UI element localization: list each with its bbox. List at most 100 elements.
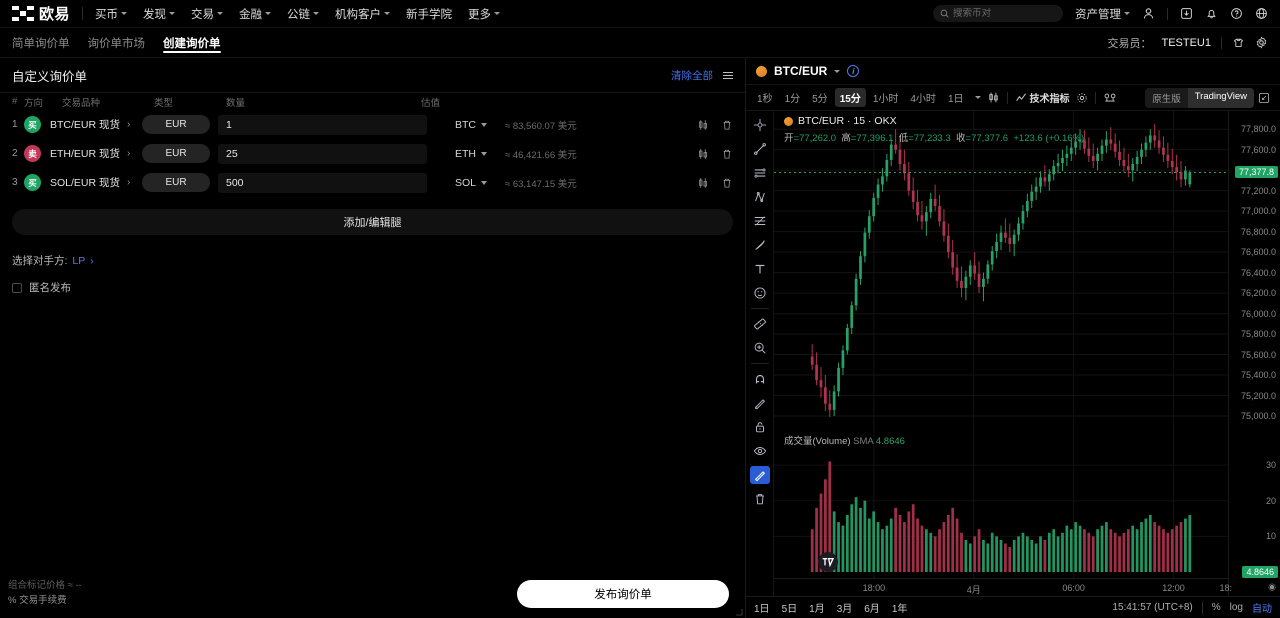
crosshair-icon[interactable] (750, 116, 770, 134)
zoom-in-icon[interactable] (750, 339, 770, 357)
nav-item-public-chain[interactable]: 公链 (287, 6, 320, 22)
unit-selector[interactable]: ETH (427, 148, 487, 160)
indicators-label[interactable]: 技术指标 (1029, 94, 1070, 105)
okx-logo-icon[interactable] (12, 5, 34, 22)
pitchfork-icon[interactable] (750, 188, 770, 206)
chevron-down-icon[interactable] (974, 96, 981, 99)
nav-item-discover[interactable]: 发现 (143, 6, 176, 22)
info-icon[interactable]: i (847, 65, 860, 77)
download-icon[interactable] (1180, 7, 1193, 20)
quantity-input[interactable] (226, 147, 419, 160)
draw-mode-icon[interactable] (749, 466, 770, 484)
tradingview-logo-icon[interactable] (818, 552, 838, 572)
resize-grip-icon[interactable] (735, 608, 743, 616)
view-mode-native[interactable]: 原生版 (1152, 93, 1181, 105)
range-1d[interactable]: 1日 (754, 604, 770, 615)
pen-measure-icon[interactable] (750, 394, 770, 412)
brush-icon[interactable] (750, 236, 770, 254)
candlestick-chart-icon[interactable] (697, 119, 709, 131)
bell-icon[interactable] (1205, 7, 1218, 20)
percent-scale-toggle[interactable]: % (1211, 602, 1221, 613)
crosshair-settings-icon[interactable]: ◉ (1268, 581, 1276, 592)
trendline-icon[interactable] (750, 140, 770, 158)
direction-badge[interactable]: 卖 (24, 145, 41, 162)
unit-selector[interactable]: BTC (427, 119, 487, 131)
assets-management-menu[interactable]: 资产管理 (1075, 6, 1130, 22)
quantity-input[interactable] (226, 118, 419, 131)
timeframe-1s[interactable]: 1秒 (757, 94, 773, 105)
timeframe-1m[interactable]: 1分 (784, 94, 801, 105)
user-icon[interactable] (1142, 7, 1155, 20)
menu-icon[interactable] (723, 71, 733, 79)
candlestick-chart-icon[interactable] (697, 177, 709, 189)
nav-item-institutional[interactable]: 机构客户 (335, 6, 391, 22)
nav-item-buy-crypto[interactable]: 买币 (95, 6, 128, 22)
log-scale-toggle[interactable]: log (1229, 602, 1243, 613)
brand-name[interactable]: 欧易 (39, 6, 71, 23)
timeframe-5m[interactable]: 5分 (812, 94, 828, 105)
tab-simple-rfq[interactable]: 简单询价单 (12, 37, 70, 50)
nav-item-trade[interactable]: 交易 (191, 6, 224, 22)
timeframe-4h[interactable]: 4小时 (910, 94, 936, 105)
delete-row-icon[interactable] (721, 119, 733, 131)
snapshot-icon[interactable] (1103, 91, 1117, 104)
tshirt-icon[interactable] (1232, 36, 1245, 49)
search-input[interactable] (953, 8, 1056, 19)
eye-icon[interactable] (750, 442, 770, 460)
range-1y[interactable]: 1年 (891, 604, 908, 615)
delete-row-icon[interactable] (721, 177, 733, 189)
type-pill[interactable]: EUR (142, 115, 210, 134)
symbol-selector[interactable]: ETH/EUR 现货 › (50, 146, 138, 161)
chevron-down-icon[interactable] (834, 69, 841, 73)
range-1mo[interactable]: 1月 (809, 604, 825, 615)
quantity-input[interactable] (226, 176, 419, 189)
timeframe-1d[interactable]: 1日 (947, 94, 964, 105)
help-icon[interactable] (1230, 7, 1243, 20)
auto-scale-toggle[interactable]: 自动 (1252, 604, 1272, 615)
emoji-icon[interactable] (750, 284, 770, 302)
lock-icon[interactable] (750, 418, 770, 436)
chart-settings-gear-icon[interactable] (1076, 92, 1088, 104)
unit-selector[interactable]: SOL (427, 177, 487, 189)
delete-row-icon[interactable] (721, 148, 733, 160)
range-6mo[interactable]: 6月 (864, 604, 880, 615)
range-3mo[interactable]: 3月 (836, 604, 853, 615)
chevron-right-icon[interactable]: › (90, 254, 94, 267)
quantity-field[interactable] (218, 114, 427, 135)
quantity-field[interactable] (218, 143, 427, 164)
clear-all-button[interactable]: 清除全部 (671, 69, 713, 82)
tab-rfq-market[interactable]: 询价单市场 (87, 37, 146, 50)
range-5d[interactable]: 5日 (781, 604, 798, 615)
text-icon[interactable] (750, 260, 770, 278)
view-mode-tradingview[interactable]: TradingView (1187, 87, 1254, 108)
price-axis[interactable]: 77,800.077,600.077,400.077,200.077,000.0… (1228, 111, 1280, 596)
chart-pair-name[interactable]: BTC/EUR (774, 64, 828, 78)
counterparty-value[interactable]: LP (72, 254, 86, 267)
nav-item-academy[interactable]: 新手学院 (406, 6, 452, 22)
quantity-field[interactable] (218, 172, 427, 193)
timeframe-1h[interactable]: 1小时 (872, 94, 899, 105)
candlestick-chart-icon[interactable] (697, 148, 709, 160)
direction-badge[interactable]: 买 (24, 116, 41, 133)
nav-item-finance[interactable]: 金融 (239, 6, 272, 22)
fullscreen-icon[interactable] (1258, 92, 1270, 104)
fib-retracement-icon[interactable] (750, 212, 770, 230)
nav-item-more[interactable]: 更多 (468, 6, 501, 22)
view-mode-switch[interactable]: 原生版 TradingView (1145, 87, 1254, 108)
symbol-selector[interactable]: SOL/EUR 现货 › (50, 175, 138, 190)
type-pill[interactable]: EUR (142, 173, 210, 192)
symbol-selector[interactable]: BTC/EUR 现货 › (50, 117, 138, 132)
time-axis[interactable]: 18:00 4月 06:00 12:00 18: (774, 578, 1232, 596)
timeframe-15m[interactable]: 15分 (834, 88, 866, 107)
chart-type-icon[interactable] (987, 91, 1000, 104)
add-edit-leg-button[interactable]: 添加/编辑腿 (12, 209, 733, 235)
trash-icon[interactable] (750, 490, 770, 508)
magnet-icon[interactable] (750, 370, 770, 388)
search-box[interactable] (933, 5, 1063, 22)
globe-icon[interactable] (1255, 7, 1268, 20)
ruler-icon[interactable] (750, 315, 770, 333)
horizontal-lines-icon[interactable] (750, 164, 770, 182)
tab-create-rfq[interactable]: 创建询价单 (163, 28, 221, 57)
chart-plot-area[interactable]: BTC/EUR · 15 · OKX 开=77,262.0 高=77,396.1… (774, 111, 1280, 596)
indicators-icon[interactable] (1015, 91, 1028, 104)
